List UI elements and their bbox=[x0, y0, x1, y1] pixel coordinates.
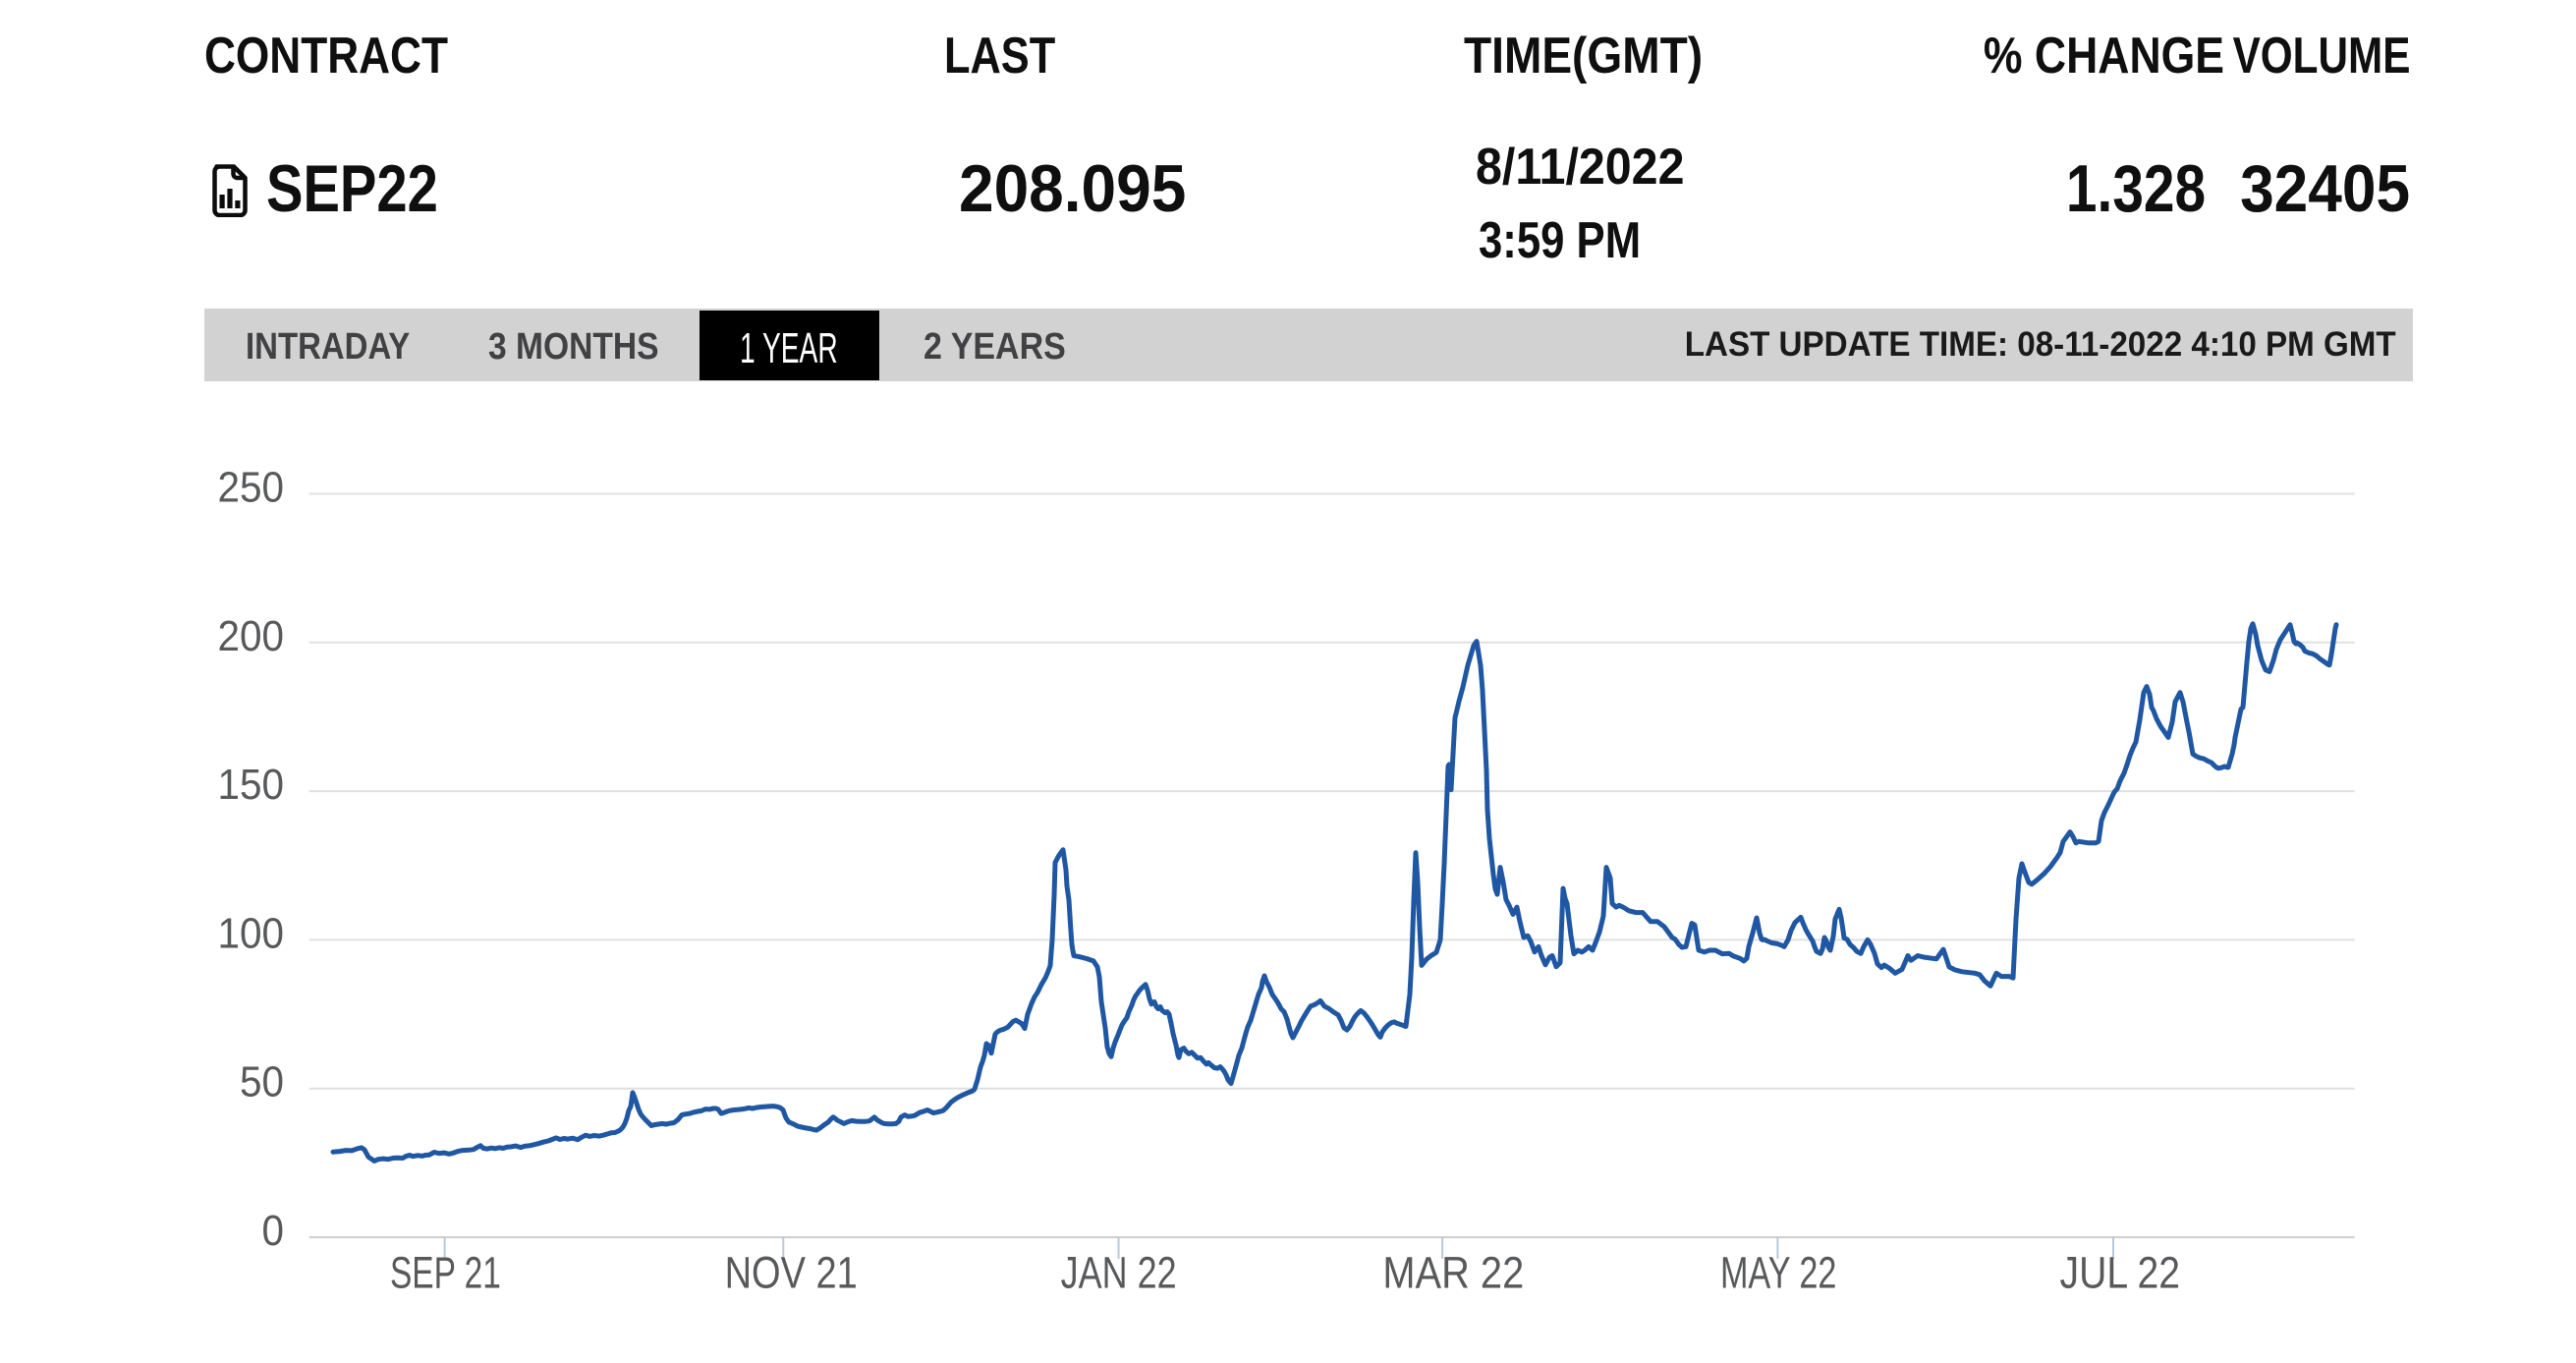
svg-text:50: 50 bbox=[240, 1057, 284, 1106]
svg-text:250: 250 bbox=[218, 463, 284, 511]
svg-text:JUL 22: JUL 22 bbox=[2060, 1248, 2181, 1297]
svg-text:0: 0 bbox=[262, 1206, 284, 1254]
svg-text:MAY 22: MAY 22 bbox=[1720, 1249, 1836, 1298]
svg-text:JAN 22: JAN 22 bbox=[1061, 1248, 1177, 1298]
svg-text:100: 100 bbox=[218, 909, 284, 957]
svg-text:150: 150 bbox=[218, 761, 284, 809]
svg-text:NOV 21: NOV 21 bbox=[725, 1247, 858, 1297]
svg-text:200: 200 bbox=[218, 611, 284, 659]
svg-text:MAR 22: MAR 22 bbox=[1382, 1249, 1524, 1298]
svg-text:SEP 21: SEP 21 bbox=[390, 1249, 501, 1298]
